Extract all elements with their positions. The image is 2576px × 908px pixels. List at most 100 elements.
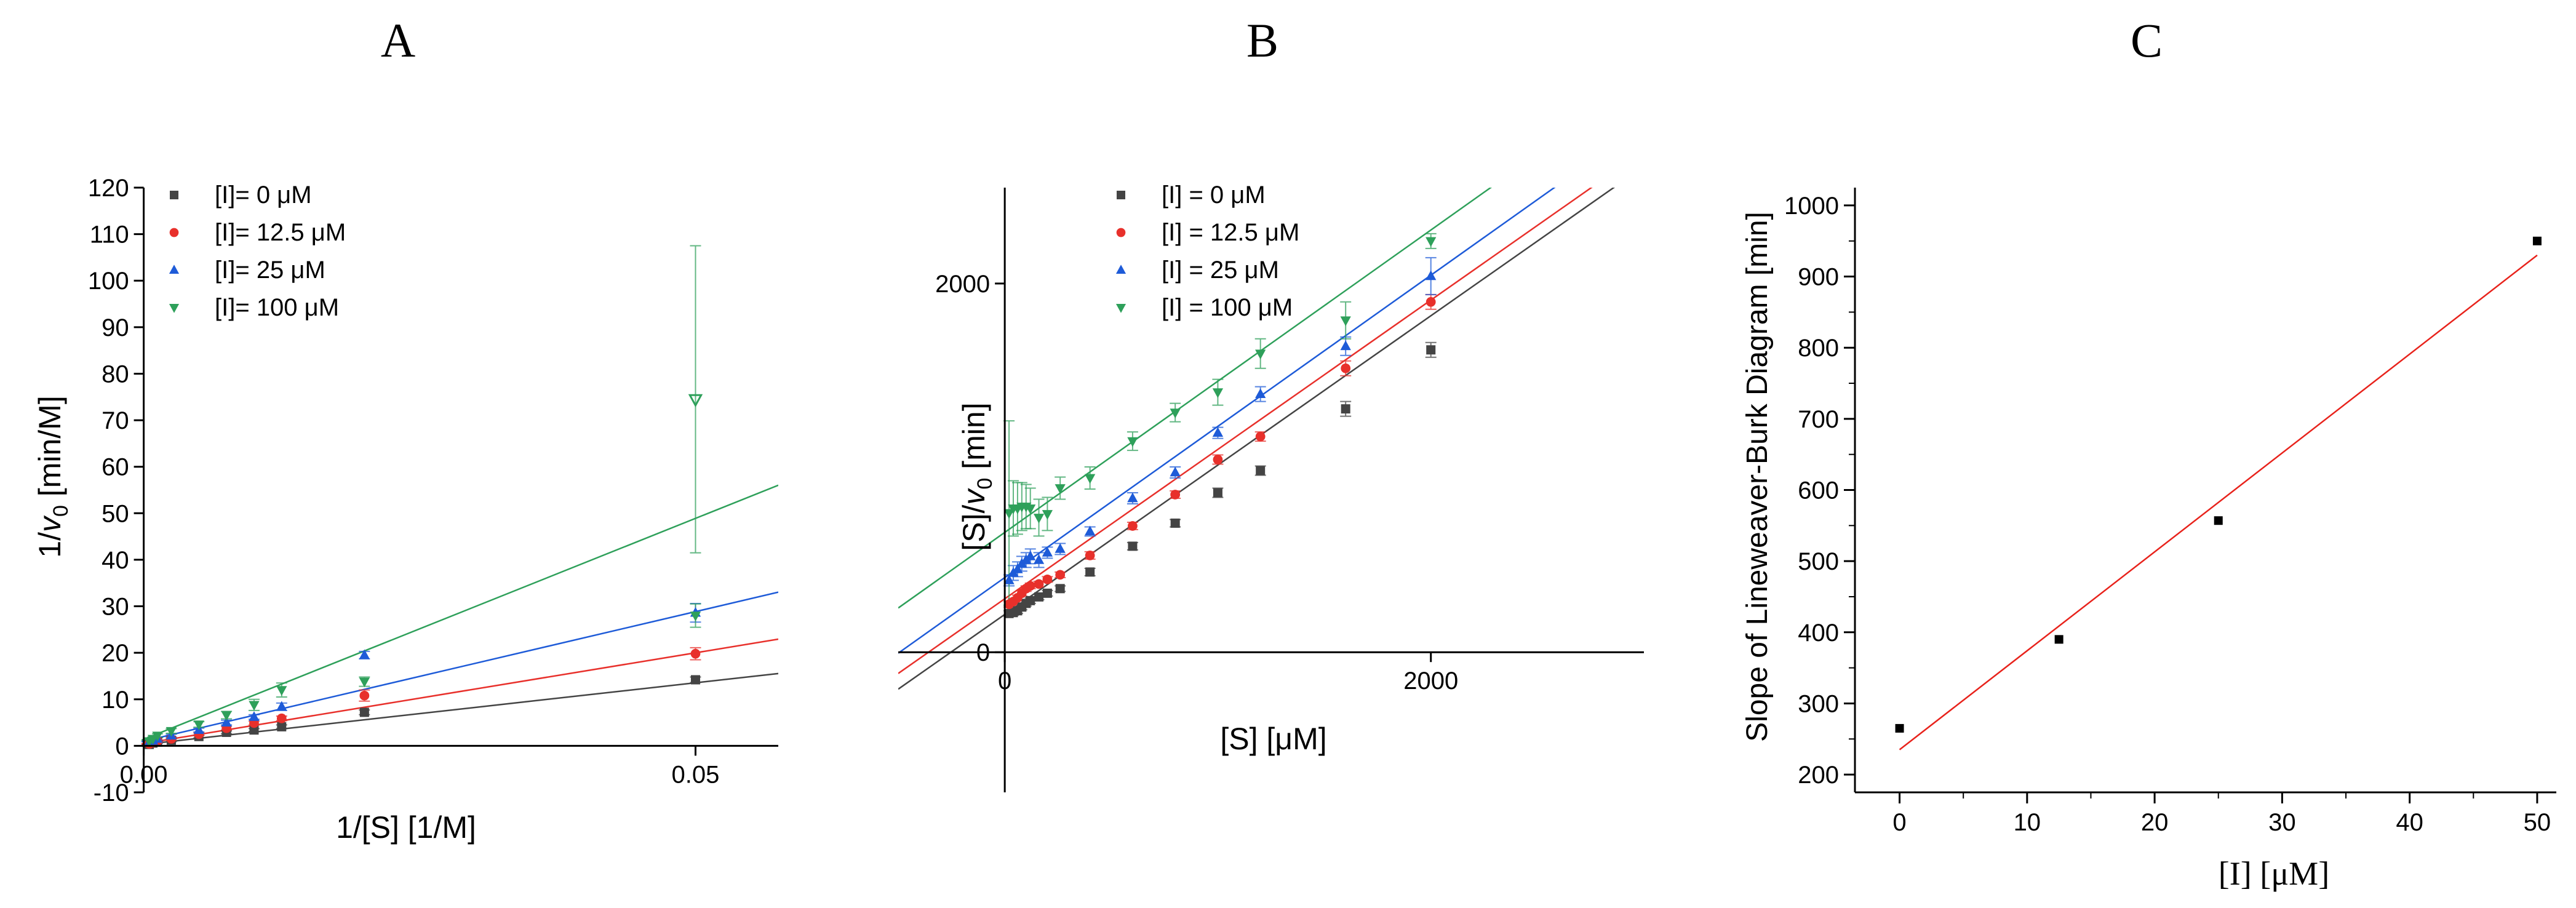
data-point-b-i-100-m <box>1003 509 1015 519</box>
data-point-a-i-0-m <box>359 707 369 717</box>
data-point-a-i-0-m <box>249 725 259 735</box>
y-tick-label-a: 90 <box>102 314 129 341</box>
data-point-a-i-12-5-m <box>359 690 370 701</box>
data-point-b-i-25-m <box>1212 427 1224 437</box>
y-tick-label-a: 110 <box>90 221 129 249</box>
y-label-a-sub: 0 <box>49 505 73 517</box>
y-tick-label-a: -10 <box>94 779 129 806</box>
x-tick-label-c: 0 <box>1892 809 1906 836</box>
x-tick-label-a: 0.05 <box>672 761 720 788</box>
data-point-a-i-0-m <box>277 722 287 731</box>
y-tick-label-c: 200 <box>1798 762 1839 789</box>
y-tick-label-c: 1000 <box>1784 193 1839 220</box>
y-axis-label-c: Slope of Lineweaver-Burk Diagram [min] <box>1741 212 1774 742</box>
y-label-b-prefix: [S]/ <box>957 504 991 551</box>
legend-label-a-i-12-5-m: [I]= 12.5 μM <box>215 219 346 246</box>
data-point-b-i-12-5-m <box>1426 297 1436 307</box>
data-point-b-i-25-m <box>1042 547 1053 557</box>
y-tick-label-a: 50 <box>102 500 129 527</box>
data-point-a-i-100-m <box>221 711 232 721</box>
x-tick-label-b: 0 <box>998 667 1011 695</box>
data-point-b-i-25-m <box>1085 525 1096 536</box>
data-point-hollow-a-i-100-m <box>688 394 703 408</box>
y-axis-label-b: [S]/v0 [min] <box>957 402 997 551</box>
data-point-b-i-100-m <box>1212 388 1224 399</box>
fit-line-a-i-0-m <box>142 672 778 746</box>
panel-label-c: C <box>2131 14 2163 67</box>
data-point-b-i-12-5-m <box>1042 574 1053 584</box>
legend-marker-b-i-100-m <box>1115 304 1127 313</box>
y-tick-label-b: 2000 <box>935 271 990 298</box>
y-label-b-suffix: [min] <box>957 402 991 477</box>
data-point-b-i-0-m <box>1170 518 1180 528</box>
data-point-b-i-25-m <box>1426 270 1437 281</box>
x-tick-label-c: 50 <box>2524 809 2551 836</box>
data-point-b-i-25-m <box>1255 388 1266 399</box>
data-point-a-i-25-m <box>359 649 370 659</box>
x-axis-label-b: [S] [μM] <box>1220 722 1326 756</box>
error-bar-a <box>690 245 701 554</box>
panel-b: B 0 2000 0 2000 [I] = 0 μM [I] = 12.5 μM [I] … <box>898 14 1644 792</box>
data-point-b-i-25-m <box>1012 563 1023 573</box>
legend-marker-b-i-12-5-m <box>1116 228 1126 237</box>
legend-marker-a-i-25-m <box>169 265 180 274</box>
data-point-a-i-25-m <box>276 701 287 711</box>
x-tick-label-c: 40 <box>2396 809 2423 836</box>
panel-c: C 0 10 20 30 40 50 200 300 400 500 600 700 800 900 100… <box>1741 14 2556 892</box>
data-point-b-i-0-m <box>1256 466 1266 476</box>
x-tick-label-a: 0.00 <box>120 761 168 788</box>
data-point-a-i-25-m <box>249 711 260 721</box>
data-point-b-i-25-m <box>1025 551 1036 560</box>
data-point-b-i-12-5-m <box>1025 581 1035 591</box>
data-point-b-i-12-5-m <box>1255 431 1266 442</box>
data-point-b-i-100-m <box>1127 437 1138 447</box>
data-point-a-i-12-5-m <box>690 648 701 659</box>
data-point-b-i-12-5-m <box>1128 521 1138 531</box>
legend-marker-a-i-100-m <box>169 304 180 313</box>
y-tick-label-a: 30 <box>102 594 129 621</box>
legend-marker-a-i-12-5-m <box>169 228 179 237</box>
data-point-b-i-100-m <box>1055 484 1066 494</box>
y-tick-label-c: 500 <box>1798 548 1839 575</box>
y-tick-label-c: 400 <box>1798 619 1839 647</box>
data-point-b-i-12-5-m <box>1085 551 1095 560</box>
data-point-a-i-12-5-m <box>276 713 287 723</box>
y-tick-label-c: 900 <box>1798 264 1839 291</box>
y-tick-label-a: 70 <box>102 407 129 434</box>
y-tick-label-a: 0 <box>115 733 129 760</box>
data-point-b-i-100-m <box>1033 514 1045 524</box>
data-point-b-i-100-m <box>1255 349 1266 360</box>
y-tick-label-a: 40 <box>102 547 129 574</box>
x-axis-label-c: [I] [μM] <box>2219 855 2329 892</box>
legend-label-b-i-12-5-m: [I] = 12.5 μM <box>1162 219 1299 246</box>
y-tick-label-b: 0 <box>976 639 990 666</box>
fit-line-a-i-25-m <box>142 591 778 743</box>
legend-marker-a-i-0-m <box>170 191 178 199</box>
data-point-a-i-100-m <box>690 611 701 622</box>
panel-a: A 0.00 0.05 -10 0 10 20 30 40 50 60 70 80 90 100 110 12… <box>33 14 778 845</box>
y-label-a-suffix: [min/M] <box>33 396 67 505</box>
data-point-b-i-0-m <box>1426 345 1436 355</box>
data-point-b-i-0-m <box>1341 404 1350 414</box>
y-label-a-v: v <box>33 515 67 532</box>
data-point-a-i-100-m <box>249 701 260 711</box>
data-point-a-i-100-m <box>193 720 204 730</box>
data-point-b-i-0-m <box>1085 567 1095 577</box>
panel-label-a: A <box>381 14 415 67</box>
data-point-b-i-12-5-m <box>1341 363 1351 373</box>
fit-line-a-i-100-m <box>142 484 778 741</box>
data-point-b-i-100-m <box>1042 510 1053 520</box>
x-tick-label-c: 10 <box>2014 809 2041 836</box>
data-point-b-i-0-m <box>1042 588 1052 598</box>
y-tick-label-c: 700 <box>1798 406 1839 433</box>
data-point-a-i-100-m <box>152 731 163 742</box>
data-point-b-i-0-m <box>1213 488 1222 498</box>
fit-line-a-i-12-5-m <box>142 638 778 745</box>
data-point-a-i-0-m <box>690 675 700 685</box>
data-point-b-i-0-m <box>1034 592 1044 602</box>
y-tick-label-a: 120 <box>88 175 129 202</box>
data-point-b-i-25-m <box>1033 554 1045 564</box>
x-tick-label-c: 20 <box>2141 809 2169 836</box>
data-point-b-i-25-m <box>1055 543 1066 553</box>
